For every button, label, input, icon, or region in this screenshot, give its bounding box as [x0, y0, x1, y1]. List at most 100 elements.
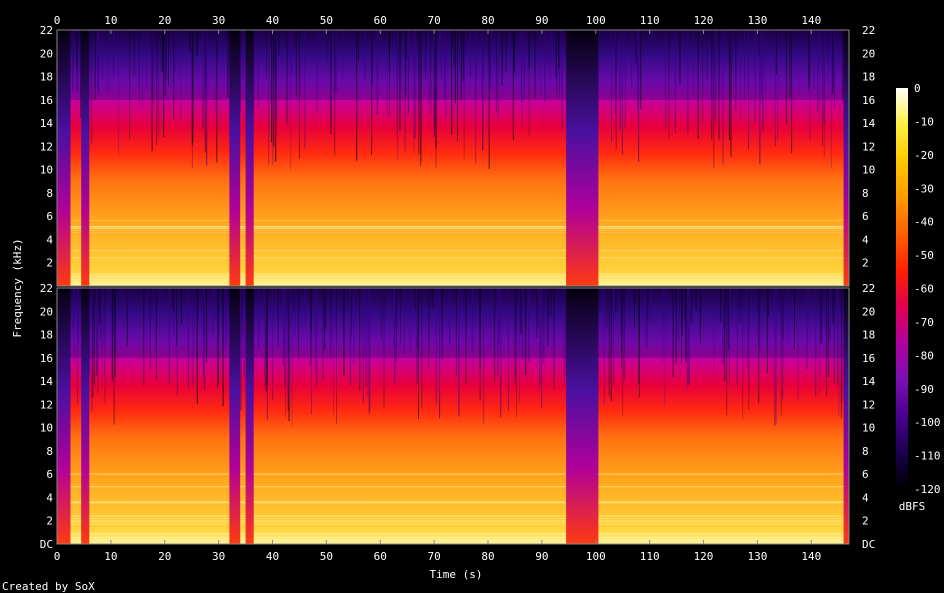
- spectral-streak: [647, 288, 649, 321]
- spectral-streak: [684, 288, 686, 322]
- spectral-streak: [667, 288, 668, 356]
- colorbar-tick-label: -80: [914, 349, 934, 362]
- quiet-section: [229, 288, 241, 544]
- spectral-streak: [748, 288, 750, 410]
- spectral-streak: [367, 288, 369, 397]
- spectral-streak: [512, 30, 514, 141]
- harmonic-band: [57, 226, 849, 228]
- spectral-streak: [418, 30, 420, 117]
- spectral-streak: [316, 288, 318, 386]
- spectral-streak: [295, 30, 297, 97]
- spectral-streak: [403, 288, 405, 354]
- y-tick-label: DC: [40, 538, 53, 551]
- spectral-streak: [353, 288, 355, 365]
- x-tick-label: 130: [747, 14, 767, 27]
- spectral-streak: [438, 30, 440, 52]
- x-tick-label: 10: [104, 550, 117, 563]
- spectral-streak: [668, 30, 670, 139]
- spectral-streak: [678, 288, 680, 343]
- harmonic-band: [57, 515, 849, 517]
- spectral-streak: [168, 30, 169, 86]
- spectral-streak: [497, 30, 499, 119]
- spectral-streak: [806, 288, 808, 369]
- spectral-streak: [681, 288, 683, 336]
- spectral-streak: [612, 288, 614, 387]
- x-tick-label: 30: [212, 550, 225, 563]
- spectral-streak: [614, 30, 616, 115]
- spectral-streak: [192, 288, 194, 387]
- spectral-streak: [475, 30, 477, 101]
- x-tick-label: 70: [427, 14, 440, 27]
- spectral-streak: [754, 30, 756, 123]
- spectral-streak: [528, 30, 530, 68]
- spectral-streak: [758, 30, 760, 56]
- spectral-streak: [413, 30, 415, 154]
- spectral-streak: [225, 288, 227, 347]
- spectral-streak: [294, 288, 296, 336]
- spectral-streak: [540, 288, 542, 384]
- spectral-streak: [242, 30, 244, 80]
- spectral-streak: [787, 288, 789, 343]
- harmonic-band: [57, 501, 849, 503]
- spectral-streak: [458, 288, 460, 417]
- spectral-streak: [266, 288, 268, 372]
- spectral-streak: [397, 30, 399, 59]
- spectral-streak: [101, 288, 103, 389]
- spectral-streak: [462, 30, 464, 82]
- spectral-streak: [241, 288, 243, 339]
- spectral-streak: [718, 30, 720, 140]
- spectral-streak: [284, 288, 286, 388]
- harmonic-band: [57, 219, 849, 221]
- spectral-streak: [272, 30, 274, 166]
- spectral-streak: [449, 288, 451, 344]
- y-tick-label: 20: [862, 305, 875, 318]
- spectral-streak: [498, 288, 500, 345]
- spectral-streak: [207, 288, 209, 313]
- spectral-streak: [216, 30, 218, 163]
- spectral-streak: [730, 30, 732, 157]
- spectral-streak: [823, 30, 825, 125]
- spectral-streak: [316, 30, 318, 112]
- spectral-streak: [471, 288, 473, 351]
- spectral-streak: [521, 30, 523, 130]
- spectral-streak: [304, 30, 306, 148]
- spectral-streak: [275, 30, 277, 162]
- spectral-streak: [809, 30, 811, 51]
- harmonic-band: [57, 486, 849, 488]
- spectral-streak: [190, 30, 192, 55]
- spectral-streak: [816, 30, 818, 112]
- spectral-streak: [330, 288, 332, 359]
- spectral-streak: [794, 288, 795, 350]
- spectral-streak: [699, 288, 701, 333]
- spectral-streak: [428, 30, 430, 103]
- spectral-streak: [88, 288, 90, 375]
- spectral-streak: [739, 288, 741, 322]
- spectral-streak: [777, 30, 779, 141]
- spectral-streak: [77, 288, 79, 405]
- spectral-streak: [544, 30, 546, 102]
- spectral-streak: [685, 288, 687, 362]
- spectral-streak: [304, 288, 306, 324]
- harmonic-band: [57, 229, 849, 231]
- spectral-streak: [407, 30, 409, 116]
- spectral-streak: [728, 288, 730, 384]
- spectral-streak: [445, 30, 447, 118]
- spectral-streak: [92, 288, 94, 311]
- spectral-streak: [180, 30, 182, 122]
- y-tick-label: 2: [46, 515, 53, 528]
- spectral-streak: [715, 30, 716, 123]
- quiet-section: [81, 288, 90, 544]
- spectral-streak: [356, 30, 358, 161]
- spectral-streak: [634, 288, 635, 329]
- colorbar-tick-label: -40: [914, 216, 934, 229]
- spectral-streak: [439, 288, 441, 419]
- spectral-streak: [528, 288, 530, 361]
- y-tick-label: 4: [862, 234, 869, 247]
- spectral-streak: [525, 288, 527, 375]
- y-tick-label: 18: [40, 329, 53, 342]
- spectral-streak: [336, 288, 337, 425]
- spectral-streak: [380, 288, 382, 340]
- colorbar: 0 -10 -20 -30 -40 -50 -60 -70 -80 -90 -100 -110 -120…: [896, 82, 941, 513]
- y-tick-label: 8: [862, 445, 869, 458]
- spectral-streak: [555, 30, 557, 79]
